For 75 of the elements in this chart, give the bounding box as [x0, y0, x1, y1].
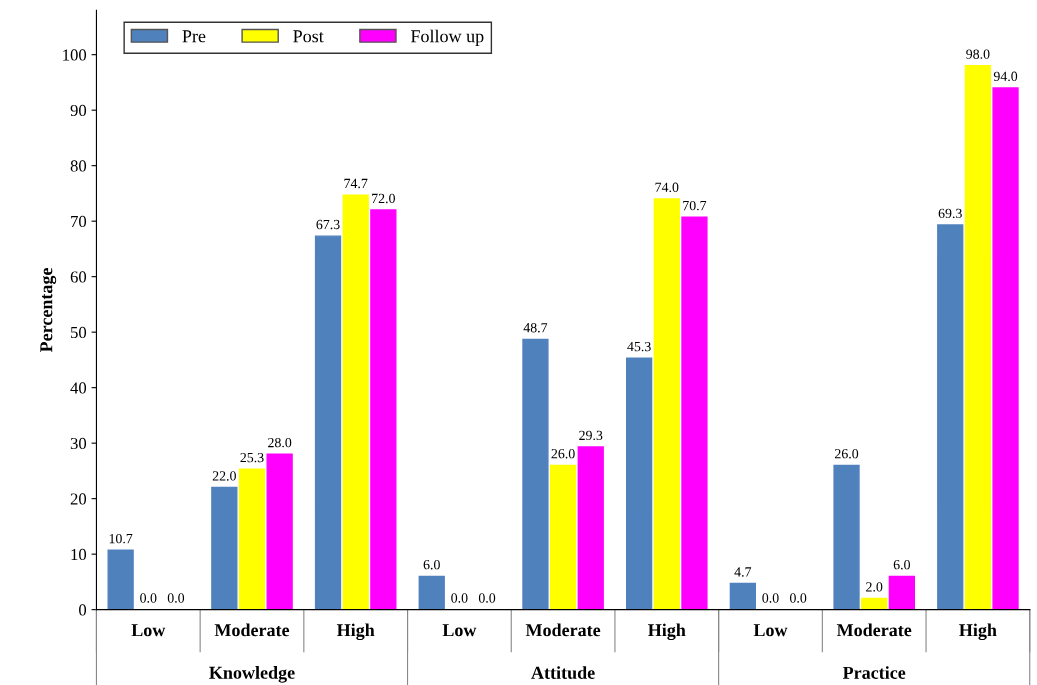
data-label: 74.7 — [344, 178, 368, 189]
data-label: 0.0 — [451, 593, 468, 603]
bar — [370, 209, 397, 610]
data-label: 0.0 — [478, 593, 496, 603]
data-label: 48.7 — [523, 323, 548, 333]
bar — [522, 338, 549, 610]
data-label: 26.0 — [834, 449, 859, 459]
text: Knowledge — [209, 666, 295, 683]
legend-label: Pre — [182, 30, 206, 43]
bar — [577, 446, 604, 610]
bar — [342, 194, 369, 610]
bar — [107, 549, 134, 610]
y-tick-label: 0 — [79, 604, 87, 616]
bar — [549, 464, 577, 610]
bar — [314, 235, 342, 610]
y-axis-title: Percentage — [40, 267, 57, 353]
text: Practice — [842, 666, 906, 679]
data-label: 67.3 — [316, 219, 340, 230]
bar — [266, 453, 293, 610]
bar — [653, 198, 680, 610]
bar — [992, 87, 1019, 610]
data-label: 72.0 — [372, 193, 395, 204]
x-tick-label: High — [336, 623, 375, 641]
data-label: 0.0 — [167, 593, 185, 603]
data-label: 2.0 — [866, 582, 883, 592]
data-label: 0.0 — [789, 593, 807, 603]
y-tick-label: 10 — [71, 548, 87, 561]
data-label: 28.0 — [268, 437, 292, 448]
data-label: 74.0 — [655, 182, 679, 193]
bar — [681, 216, 708, 610]
data-label: 25.3 — [240, 452, 264, 463]
legend-label: Follow up — [410, 29, 484, 47]
legend-label: Post — [293, 30, 324, 43]
x-tick-label: Low — [442, 624, 477, 637]
y-tick-label: 70 — [71, 215, 87, 228]
x-tick-label: Moderate — [214, 623, 290, 637]
x-tick-label: High — [648, 623, 686, 641]
data-label: 6.0 — [423, 559, 440, 570]
x-tick-label: Low — [753, 624, 788, 637]
y-tick-label: 60 — [70, 271, 87, 283]
data-label: 0.0 — [140, 593, 157, 603]
bar — [833, 464, 860, 610]
y-tick-label: 50 — [71, 326, 87, 339]
data-label: 69.3 — [938, 208, 962, 219]
text: Attitude — [531, 666, 595, 679]
bar — [418, 575, 445, 610]
data-label: 70.7 — [683, 200, 707, 211]
data-label: 45.3 — [627, 341, 651, 352]
bar — [211, 486, 238, 610]
data-label: 0.0 — [762, 593, 779, 603]
y-tick-label: 100 — [63, 49, 87, 61]
x-tick-label: Moderate — [836, 623, 912, 637]
y-tick-label: 90 — [70, 104, 87, 117]
x-tick-label: Low — [131, 624, 166, 637]
y-tick-label: 30 — [70, 437, 87, 450]
bar — [625, 357, 653, 610]
data-label: 6.0 — [893, 559, 910, 570]
y-tick-label: 80 — [70, 160, 87, 172]
x-tick-label: Moderate — [525, 623, 601, 637]
bar — [964, 65, 992, 610]
data-label: 10.7 — [109, 533, 133, 544]
data-label: 22.0 — [212, 471, 236, 481]
bar — [888, 575, 915, 610]
y-tick-label: 40 — [70, 382, 87, 394]
data-label: 94.0 — [993, 71, 1018, 82]
x-tick-label: High — [959, 623, 997, 641]
bar — [937, 224, 964, 610]
data-label: 29.3 — [579, 430, 603, 441]
data-label: 26.0 — [551, 449, 575, 459]
y-tick-label: 20 — [70, 493, 87, 505]
bar — [729, 582, 756, 610]
data-label: 98.0 — [966, 49, 990, 59]
bar — [861, 597, 888, 610]
bar — [238, 468, 266, 610]
data-label: 4.7 — [734, 567, 752, 577]
